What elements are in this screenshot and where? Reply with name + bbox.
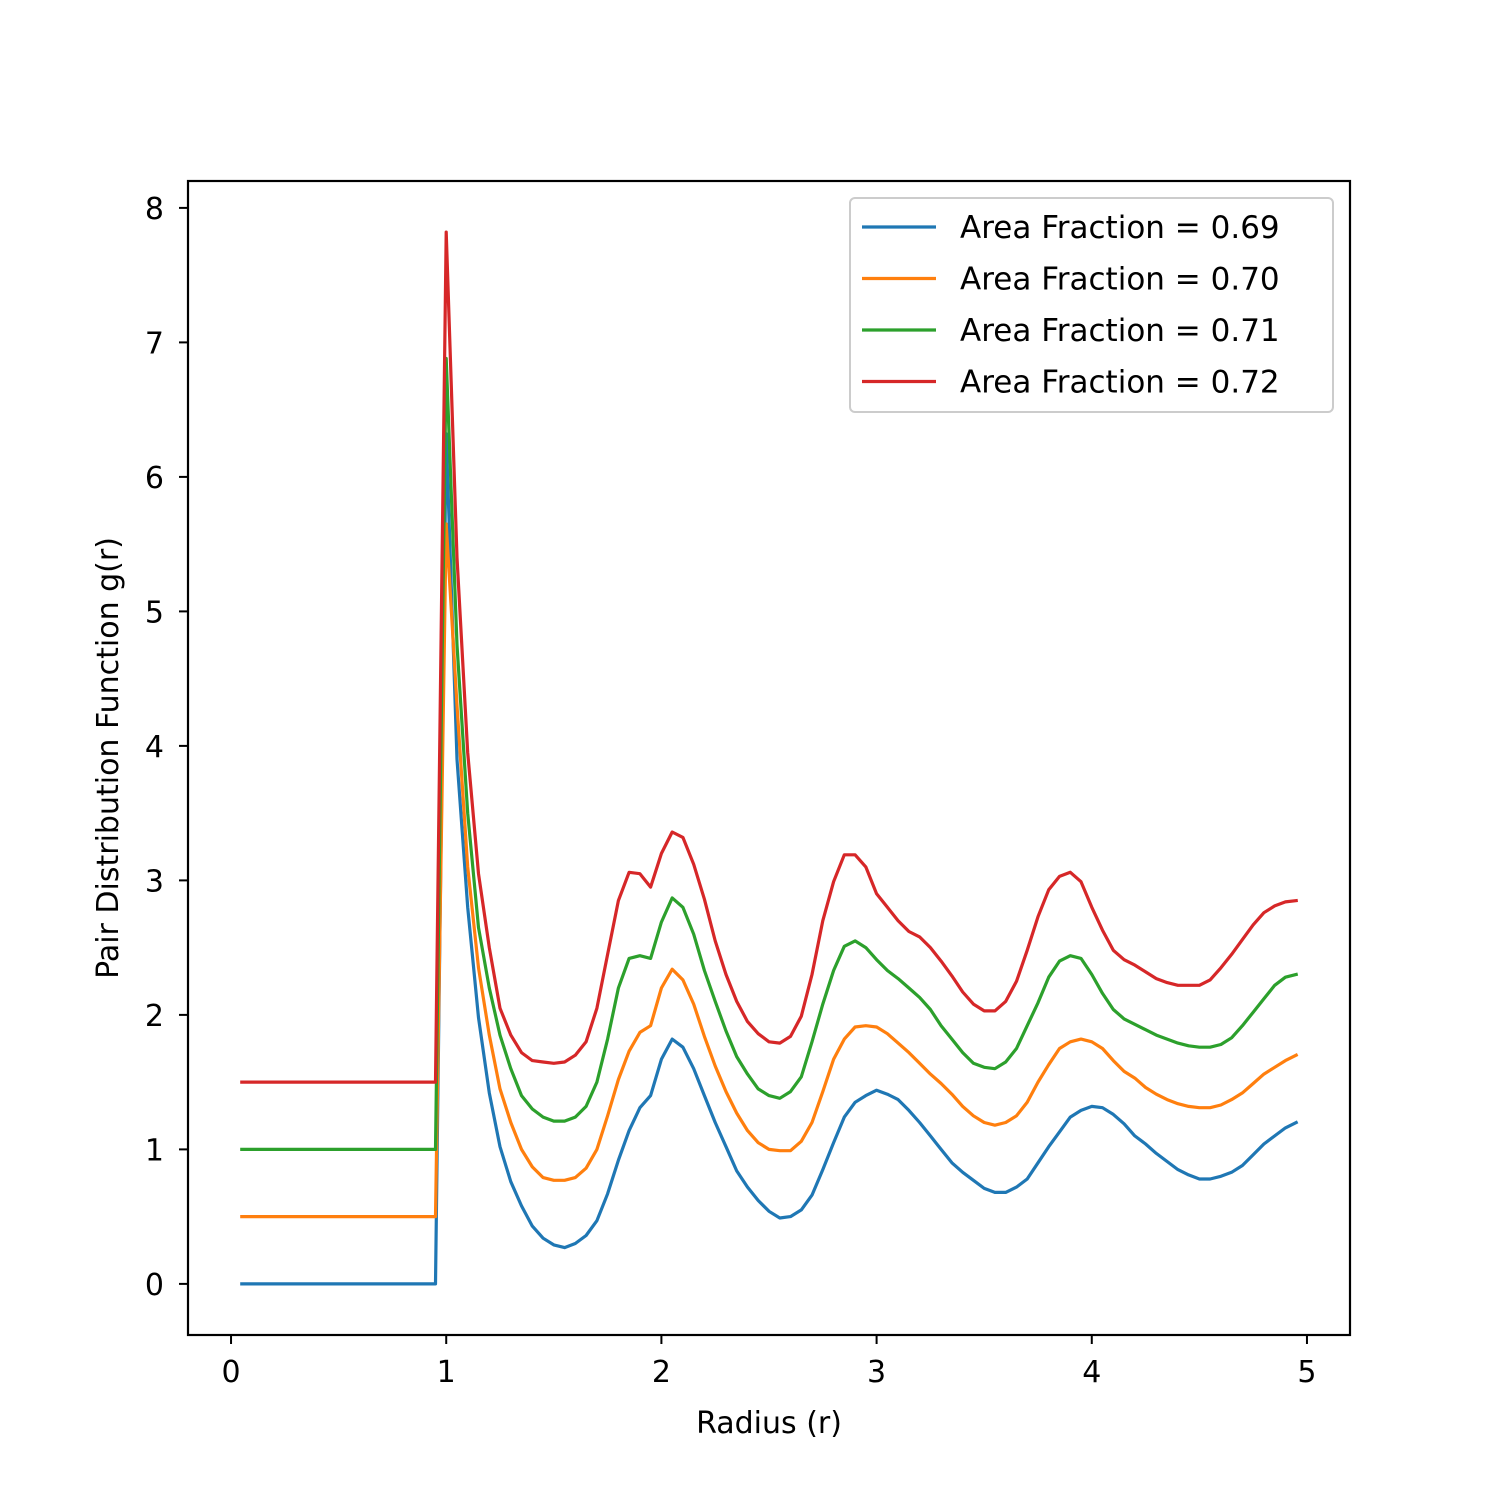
legend: Area Fraction = 0.69 Area Fraction = 0.70… [849, 197, 1334, 413]
x-tick-label: 3 [867, 1355, 886, 1390]
legend-label-2: Area Fraction = 0.71 [960, 313, 1280, 349]
y-tick-label: 7 [145, 326, 164, 361]
legend-label-0: Area Fraction = 0.69 [960, 210, 1280, 246]
y-tick-label: 0 [145, 1268, 164, 1303]
y-tick-label: 8 [145, 192, 164, 227]
series-layer [240, 230, 1299, 1286]
ticks-layer: 0 1 2 3 4 5 0 1 2 3 4 5 6 7 8 [145, 192, 1317, 1390]
legend-label-3: Area Fraction = 0.72 [960, 365, 1280, 401]
x-axis-label: Radius (r) [696, 1406, 842, 1441]
x-tick-label: 5 [1297, 1355, 1316, 1390]
y-tick-label: 1 [145, 1133, 164, 1168]
legend-box [849, 197, 1334, 413]
series-line-3 [240, 230, 1298, 1084]
legend-label-1: Area Fraction = 0.70 [960, 262, 1280, 298]
x-tick-label: 4 [1082, 1355, 1101, 1390]
y-tick-label: 5 [145, 595, 164, 630]
y-tick-label: 3 [145, 864, 164, 899]
x-tick-label: 0 [221, 1355, 240, 1390]
x-tick-label: 2 [652, 1355, 671, 1390]
y-axis-label: Pair Distribution Function g(r) [91, 537, 126, 979]
x-tick-label: 1 [437, 1355, 456, 1390]
y-tick-label: 2 [145, 999, 164, 1034]
series-line-0 [240, 432, 1299, 1286]
y-tick-label: 4 [145, 730, 164, 765]
y-tick-label: 6 [145, 461, 164, 496]
series-line-2 [240, 356, 1299, 1152]
plot-frame [186, 179, 1352, 1337]
series-line-1 [240, 522, 1299, 1219]
